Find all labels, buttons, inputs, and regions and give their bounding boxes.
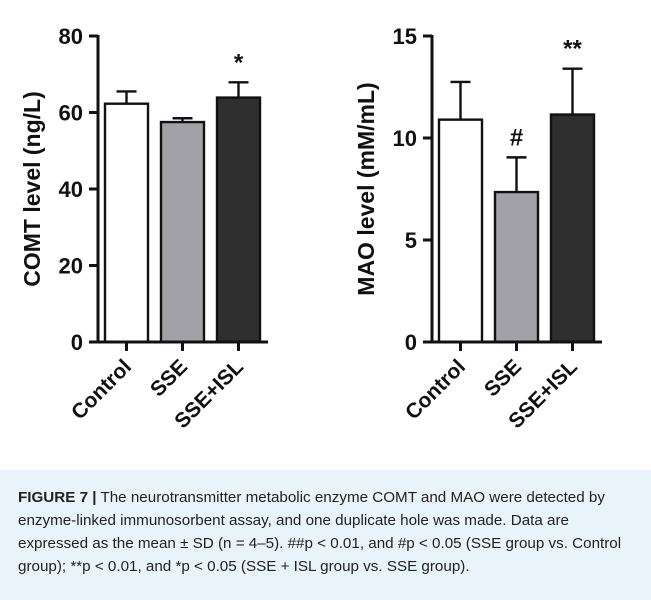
y-tick-label: 0: [71, 330, 83, 355]
y-tick-label: 80: [59, 24, 83, 49]
y-tick-label: 40: [59, 177, 83, 202]
bar-control: [103, 102, 150, 344]
x-tick-label: Control: [401, 355, 470, 424]
figure-caption: FIGURE 7 | The neurotransmitter metaboli…: [18, 486, 638, 578]
y-tick-label: 10: [393, 126, 417, 151]
plot-area: * 0 20 40 60 80 Control SSE SSE+ISL COMT level (n…: [0, 0, 651, 470]
y-tick-label: 15: [393, 24, 417, 49]
caption-text: The neurotransmitter metabolic enzyme CO…: [18, 489, 622, 575]
significance-label-3: *: [234, 49, 244, 76]
bar-sse: [159, 120, 206, 344]
caption-lead: FIGURE 7 |: [18, 489, 97, 506]
significance-label-3: **: [563, 36, 582, 63]
x-tick-label: SSE: [480, 355, 526, 401]
y-tick-label: 60: [59, 101, 83, 126]
y-axis-title: COMT level (ng/L): [19, 91, 45, 287]
significance-label-2: #: [510, 124, 523, 151]
x-tick-label: Control: [67, 355, 136, 424]
y-axis-title: MAO level (mM/mL): [353, 82, 379, 295]
bar-sse: [493, 190, 540, 344]
bar-control: [437, 118, 484, 344]
x-tick-label: SSE: [146, 355, 192, 401]
y-tick-label: 5: [405, 228, 417, 253]
bar-sse-isl: [549, 113, 596, 344]
bar-sse-isl: [215, 96, 262, 344]
y-tick-label: 20: [59, 254, 83, 279]
y-tick-label: 0: [405, 330, 417, 355]
